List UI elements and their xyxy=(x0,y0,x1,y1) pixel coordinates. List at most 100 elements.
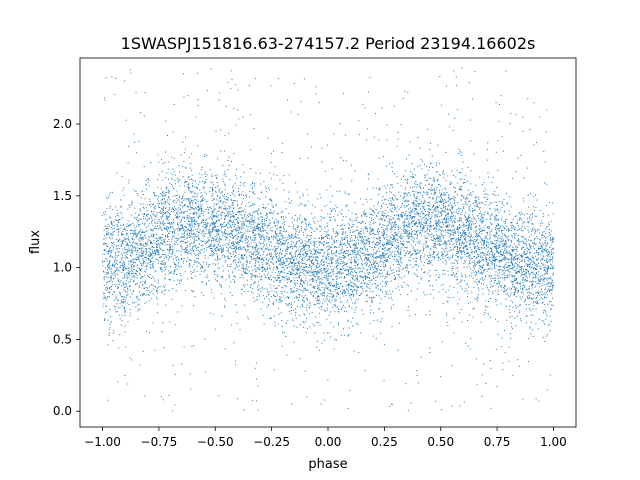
data-point xyxy=(256,296,258,298)
data-point xyxy=(293,290,295,292)
data-point xyxy=(365,257,367,259)
data-point xyxy=(373,205,375,207)
data-point xyxy=(346,249,348,251)
data-point xyxy=(471,250,473,252)
data-point xyxy=(128,304,130,306)
data-point xyxy=(436,225,438,226)
data-point xyxy=(516,263,518,265)
data-point xyxy=(435,220,437,222)
data-point xyxy=(256,276,258,278)
data-point xyxy=(511,240,513,242)
data-point xyxy=(341,269,343,271)
data-point xyxy=(476,384,478,386)
data-point xyxy=(142,294,144,296)
data-point xyxy=(261,225,263,227)
data-point xyxy=(535,142,537,144)
data-point xyxy=(496,238,498,240)
data-point xyxy=(321,279,323,281)
data-point xyxy=(519,269,521,271)
data-point xyxy=(260,212,262,214)
data-point xyxy=(515,272,517,274)
data-point xyxy=(161,254,163,256)
data-point xyxy=(432,179,434,181)
data-point xyxy=(403,193,405,195)
data-point xyxy=(125,273,127,275)
data-point xyxy=(469,231,471,233)
data-point xyxy=(132,272,134,274)
data-point xyxy=(502,246,504,248)
data-point xyxy=(362,221,364,223)
data-point xyxy=(550,258,552,260)
data-point xyxy=(450,211,452,213)
data-point xyxy=(261,227,263,229)
data-point xyxy=(481,395,483,397)
data-point xyxy=(511,221,513,223)
data-point xyxy=(173,104,175,106)
data-point xyxy=(517,222,519,224)
data-point xyxy=(189,201,191,203)
data-point xyxy=(373,232,375,234)
data-point xyxy=(267,247,269,249)
data-point xyxy=(451,170,453,172)
data-point xyxy=(189,243,191,245)
data-point xyxy=(426,244,428,246)
data-point xyxy=(437,259,439,261)
data-point xyxy=(534,264,536,266)
data-point xyxy=(117,286,119,288)
data-point xyxy=(366,257,368,259)
data-point xyxy=(484,211,486,213)
data-point xyxy=(130,224,131,226)
data-point xyxy=(457,250,459,252)
data-point xyxy=(464,251,466,253)
data-point xyxy=(132,275,134,277)
data-point xyxy=(136,277,138,279)
data-point xyxy=(459,231,461,233)
data-point xyxy=(412,190,414,192)
data-point xyxy=(397,250,399,252)
data-point xyxy=(508,308,510,310)
data-point xyxy=(446,244,448,246)
data-point xyxy=(506,250,508,252)
data-point xyxy=(360,222,362,224)
data-point xyxy=(232,237,234,239)
data-point xyxy=(164,208,166,210)
data-point xyxy=(492,258,494,260)
data-point xyxy=(330,290,332,292)
data-point xyxy=(491,214,493,216)
data-point xyxy=(509,252,511,254)
data-point xyxy=(492,293,494,295)
data-point xyxy=(523,274,525,276)
data-point xyxy=(533,206,535,208)
data-point xyxy=(252,233,254,235)
data-point xyxy=(365,226,367,228)
data-point xyxy=(369,213,371,215)
data-point xyxy=(421,235,423,237)
data-point xyxy=(543,231,545,233)
data-point xyxy=(455,267,457,269)
data-point xyxy=(288,252,290,254)
data-point xyxy=(407,215,409,217)
data-point xyxy=(352,278,354,280)
data-point xyxy=(452,265,454,267)
data-point xyxy=(160,199,162,201)
data-point xyxy=(158,161,160,163)
data-point xyxy=(501,206,503,208)
data-point xyxy=(358,295,360,297)
data-point xyxy=(113,264,115,266)
data-point xyxy=(286,266,288,268)
data-point xyxy=(370,309,372,311)
data-point xyxy=(103,303,105,305)
data-point xyxy=(316,246,318,248)
data-point xyxy=(455,84,457,86)
data-point xyxy=(483,247,485,249)
data-point xyxy=(146,252,148,254)
data-point xyxy=(361,275,363,277)
data-point xyxy=(499,227,501,229)
data-point xyxy=(122,268,124,270)
data-point xyxy=(510,222,512,224)
data-point xyxy=(468,222,470,224)
data-point xyxy=(227,211,229,213)
data-point xyxy=(331,278,333,280)
data-point xyxy=(499,244,501,246)
data-point xyxy=(387,199,389,201)
